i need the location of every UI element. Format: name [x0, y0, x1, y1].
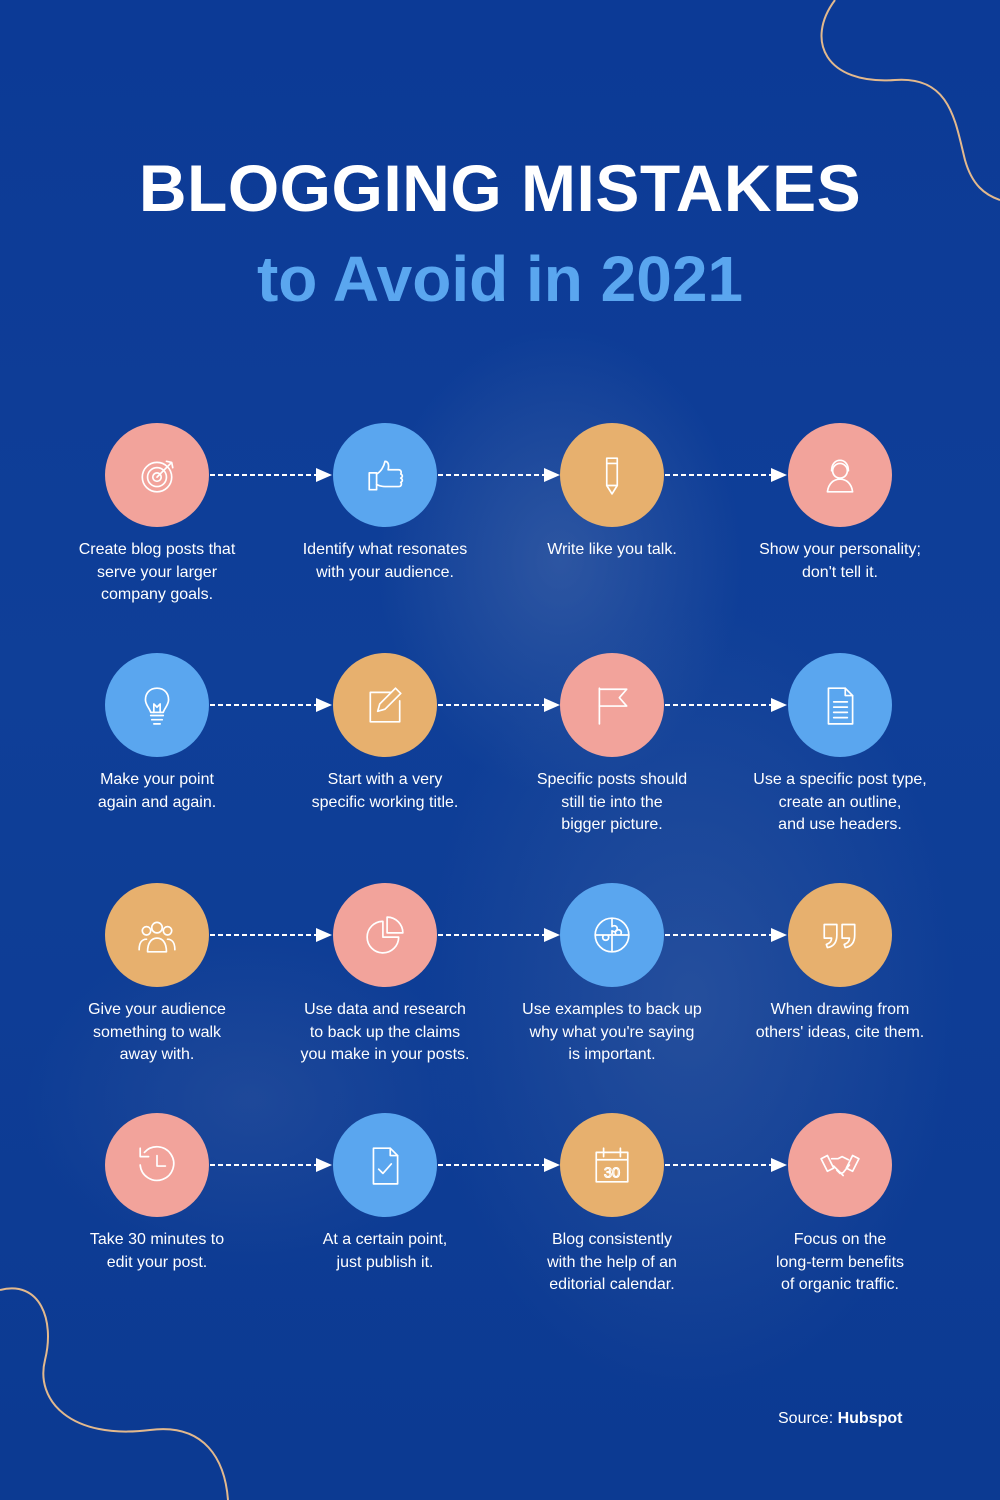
lightbulb-icon	[144, 687, 170, 725]
step-circle	[105, 423, 209, 527]
handshake-icon	[820, 1154, 860, 1177]
step-circle	[333, 653, 437, 757]
step-caption: Focus on the long-term benefits of organ…	[775, 1231, 905, 1293]
step-circle	[333, 1113, 437, 1217]
step-circle	[788, 883, 892, 987]
step-caption: Write like you talk.	[547, 541, 677, 558]
step-circle	[333, 883, 437, 987]
document-icon	[827, 687, 854, 725]
arrow-connector	[665, 1158, 787, 1172]
source-label: Source:	[778, 1410, 834, 1427]
step-circle	[560, 883, 664, 987]
step-caption: Create blog posts that serve your larger…	[78, 541, 236, 603]
step-caption: Identify what resonates with your audien…	[302, 541, 468, 581]
step-circle	[788, 1113, 892, 1217]
step-caption: Use examples to back up why what you're …	[522, 1001, 702, 1063]
step-caption: Make your point again and again.	[97, 771, 217, 811]
pie-chart-icon	[366, 916, 404, 954]
clock-icon	[139, 1145, 175, 1182]
pencil-icon	[605, 457, 619, 495]
step-caption: Take 30 minutes to edit your post.	[89, 1231, 225, 1271]
step-caption: Use data and research to back up the cla…	[300, 1001, 470, 1063]
step-caption: Use a specific post type, create an outl…	[753, 771, 927, 833]
flag-icon	[598, 687, 628, 725]
step-caption: Start with a very specific working title…	[311, 771, 459, 811]
arrow-connector	[210, 468, 332, 482]
arrow-connector	[210, 928, 332, 942]
step-circle	[105, 1113, 209, 1217]
step-circle	[333, 423, 437, 527]
step-circle	[105, 653, 209, 757]
arrow-connector	[438, 698, 560, 712]
svg-text:30: 30	[604, 1166, 620, 1182]
page-title: BLOGGING MISTAKES	[138, 151, 862, 225]
puzzle-icon	[594, 917, 630, 953]
arrow-connector	[210, 698, 332, 712]
quote-icon	[823, 923, 856, 949]
person-icon	[826, 459, 854, 493]
arrow-connector	[438, 928, 560, 942]
edit-icon	[369, 687, 402, 723]
page-subtitle: to Avoid in 2021	[256, 243, 744, 315]
target-icon	[141, 460, 174, 493]
step-circle	[788, 423, 892, 527]
source-credit: Source: Hubspot	[778, 1410, 902, 1428]
step-caption: Show your personality; don't tell it.	[759, 541, 921, 581]
step-caption: Give your audience something to walk awa…	[88, 1001, 226, 1063]
step-circle	[788, 653, 892, 757]
step-caption: Blog consistently with the help of an ed…	[547, 1231, 677, 1293]
source-name: Hubspot	[837, 1410, 903, 1427]
step-circle	[105, 883, 209, 987]
arrow-connector	[210, 1158, 332, 1172]
file-check-icon	[372, 1147, 399, 1185]
step-circle: 30	[560, 1113, 664, 1217]
step-circle	[560, 653, 664, 757]
arrow-connector	[665, 468, 787, 482]
step-caption: At a certain point, just publish it.	[322, 1231, 448, 1271]
arrow-connector	[438, 468, 560, 482]
thumbs-up-icon	[368, 460, 404, 491]
step-circle	[560, 423, 664, 527]
step-caption: When drawing from others' ideas, cite th…	[755, 1001, 925, 1041]
arrow-connector	[665, 928, 787, 942]
arrow-connector	[438, 1158, 560, 1172]
calendar-icon: 30	[595, 1147, 629, 1183]
step-caption: Specific posts should still tie into the…	[536, 771, 688, 833]
audience-icon	[138, 921, 176, 953]
arrow-connector	[665, 698, 787, 712]
